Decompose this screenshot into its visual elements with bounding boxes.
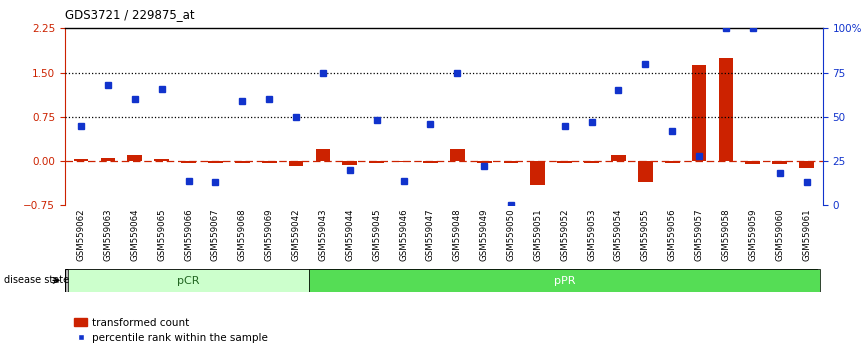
Legend: transformed count, percentile rank within the sample: transformed count, percentile rank withi… — [70, 314, 272, 347]
Bar — [558, 161, 572, 163]
Bar — [68, 269, 309, 292]
Bar — [235, 161, 249, 164]
Bar — [208, 161, 223, 163]
Text: pCR: pCR — [178, 275, 200, 286]
Bar — [585, 161, 599, 164]
Bar — [531, 161, 546, 185]
Bar — [477, 161, 492, 163]
Bar — [74, 159, 88, 161]
Text: GDS3721 / 229875_at: GDS3721 / 229875_at — [65, 8, 195, 21]
Bar — [504, 161, 519, 163]
Bar — [181, 161, 196, 164]
Bar — [127, 155, 142, 161]
Bar — [342, 161, 357, 165]
Bar — [423, 161, 438, 164]
Bar — [396, 161, 410, 162]
Bar — [746, 161, 760, 164]
Bar — [772, 161, 787, 164]
Bar — [100, 158, 115, 161]
Bar — [309, 269, 820, 292]
Bar — [154, 159, 169, 161]
Text: pPR: pPR — [554, 275, 576, 286]
Bar — [665, 161, 680, 164]
Bar — [719, 58, 734, 161]
Bar — [288, 161, 303, 166]
Text: disease state: disease state — [4, 275, 69, 285]
Bar — [692, 65, 707, 161]
Bar — [611, 155, 626, 161]
Bar — [638, 161, 653, 182]
Bar — [799, 161, 814, 168]
Bar — [315, 149, 330, 161]
Bar — [369, 161, 384, 163]
Bar — [262, 161, 276, 163]
Bar — [449, 149, 465, 161]
